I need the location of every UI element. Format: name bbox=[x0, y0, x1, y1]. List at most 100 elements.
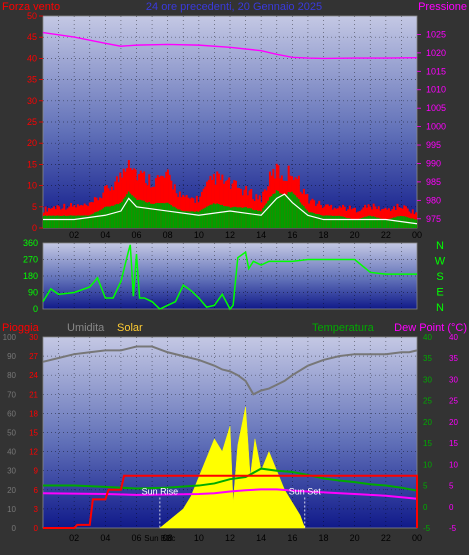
temperature-axis-tick-label: 15 bbox=[423, 439, 432, 448]
sunset-label: Sun Set bbox=[289, 486, 322, 496]
avg-wind-bar bbox=[83, 215, 86, 228]
x-tick-label: 08 bbox=[163, 533, 173, 543]
avg-wind-bar bbox=[262, 208, 265, 228]
avg-wind-bar bbox=[330, 215, 333, 228]
avg-wind-bar bbox=[156, 202, 159, 228]
x-tick-label: 00 bbox=[412, 230, 422, 240]
avg-wind-bar bbox=[88, 215, 91, 228]
avg-wind-bar bbox=[343, 217, 346, 228]
dew-point-axis-tick-label: 35 bbox=[449, 354, 458, 363]
rain-axis-tick-label: 12 bbox=[29, 448, 38, 457]
gust-bar bbox=[387, 208, 390, 228]
avg-wind-bar bbox=[151, 203, 154, 228]
compass-label: N bbox=[436, 302, 444, 314]
compass-label: N bbox=[436, 240, 444, 252]
gust-bar bbox=[163, 177, 166, 228]
avg-wind-bar bbox=[250, 208, 253, 228]
dew-point-axis-tick-label: 25 bbox=[449, 397, 458, 406]
avg-wind-bar bbox=[263, 205, 266, 228]
rain-axis-tick-label: 3 bbox=[34, 505, 39, 514]
avg-wind-bar bbox=[206, 206, 209, 228]
avg-wind-bar bbox=[197, 211, 200, 228]
avg-wind-bar bbox=[44, 215, 47, 228]
humidity-axis-tick-label: 20 bbox=[7, 486, 16, 495]
wind-axis-tick-label: 15 bbox=[27, 159, 37, 169]
avg-wind-bar bbox=[253, 210, 256, 228]
avg-wind-bar bbox=[97, 211, 100, 228]
gust-bar bbox=[211, 179, 214, 228]
gust-bar bbox=[221, 174, 224, 228]
avg-wind-bar bbox=[42, 215, 45, 228]
avg-wind-bar bbox=[200, 209, 203, 228]
wind-axis-tick-label: 50 bbox=[27, 11, 37, 21]
gust-bar bbox=[226, 179, 229, 228]
pressure-axis-tick-label: 995 bbox=[426, 140, 441, 150]
avg-wind-bar bbox=[75, 215, 78, 228]
temperature-axis-tick-label: 40 bbox=[423, 333, 432, 342]
avg-wind-bar bbox=[211, 204, 214, 228]
avg-wind-bar bbox=[148, 202, 151, 228]
humidity-axis-tick-label: 30 bbox=[7, 467, 16, 476]
x-tick-label: 22 bbox=[381, 230, 391, 240]
x-tick-label: 02 bbox=[69, 533, 79, 543]
x-tick-label: 12 bbox=[225, 533, 235, 543]
gust-bar bbox=[170, 180, 173, 228]
avg-wind-bar bbox=[195, 211, 198, 228]
avg-wind-bar bbox=[251, 209, 254, 228]
gust-bar bbox=[381, 209, 384, 228]
avg-wind-bar bbox=[73, 215, 76, 228]
humidity-axis-tick-label: 100 bbox=[3, 333, 17, 342]
x-tick-label: 20 bbox=[350, 533, 360, 543]
wind-axis-tick-label: 35 bbox=[27, 75, 37, 85]
wind-axis-tick-label: 30 bbox=[27, 96, 37, 106]
pressure-axis-tick-label: 1015 bbox=[426, 66, 446, 76]
avg-wind-bar bbox=[285, 194, 288, 228]
temperature-axis-tick-label: 5 bbox=[423, 482, 428, 491]
avg-wind-bar bbox=[270, 196, 273, 228]
avg-wind-bar bbox=[311, 212, 314, 228]
avg-wind-bar bbox=[325, 215, 328, 228]
avg-wind-bar bbox=[340, 216, 343, 228]
avg-wind-bar bbox=[301, 204, 304, 228]
avg-wind-bar bbox=[326, 215, 329, 228]
gust-bar bbox=[233, 180, 236, 228]
avg-wind-bar bbox=[166, 202, 169, 228]
avg-wind-bar bbox=[226, 206, 229, 228]
wind-axis-tick-label: 10 bbox=[27, 181, 37, 191]
avg-wind-bar bbox=[178, 209, 181, 228]
x-tick-label: 18 bbox=[318, 533, 328, 543]
avg-wind-bar bbox=[377, 217, 380, 228]
avg-wind-bar bbox=[85, 215, 88, 228]
wind-axis-tick-label: 0 bbox=[32, 223, 37, 233]
dew-point-line bbox=[42, 488, 418, 500]
rain-axis-tick-label: 24 bbox=[29, 371, 38, 380]
avg-wind-bar bbox=[155, 203, 158, 228]
humidity-axis-tick-label: 40 bbox=[7, 448, 16, 457]
avg-wind-bar bbox=[348, 218, 351, 228]
humidity-axis-tick-label: 90 bbox=[7, 352, 16, 361]
rain-axis-tick-label: 9 bbox=[34, 467, 39, 476]
avg-wind-bar bbox=[374, 216, 377, 228]
gust-bar bbox=[372, 203, 375, 228]
gust-bar bbox=[202, 188, 205, 228]
avg-wind-bar bbox=[90, 214, 93, 228]
avg-wind-bar bbox=[58, 215, 61, 228]
avg-wind-bar bbox=[379, 218, 382, 228]
temperature-axis-tick-label: 20 bbox=[423, 418, 432, 427]
rain-axis-tick-label: 27 bbox=[29, 352, 38, 361]
avg-wind-bar bbox=[241, 207, 244, 228]
avg-wind-bar bbox=[224, 206, 227, 228]
avg-wind-bar bbox=[296, 197, 299, 228]
gust-bar bbox=[168, 174, 171, 228]
pressure-axis-tick-label: 985 bbox=[426, 177, 441, 187]
x-tick-label: 18 bbox=[318, 230, 328, 240]
rain-axis-title: Pioggia bbox=[2, 322, 40, 334]
avg-wind-bar bbox=[149, 203, 152, 228]
avg-wind-bar bbox=[398, 216, 401, 228]
avg-wind-bar bbox=[386, 219, 389, 228]
wind-axis-title: Forza vento bbox=[2, 1, 60, 13]
avg-wind-bar bbox=[319, 214, 322, 228]
gust-bar bbox=[231, 183, 234, 228]
avg-wind-bar bbox=[297, 198, 300, 228]
